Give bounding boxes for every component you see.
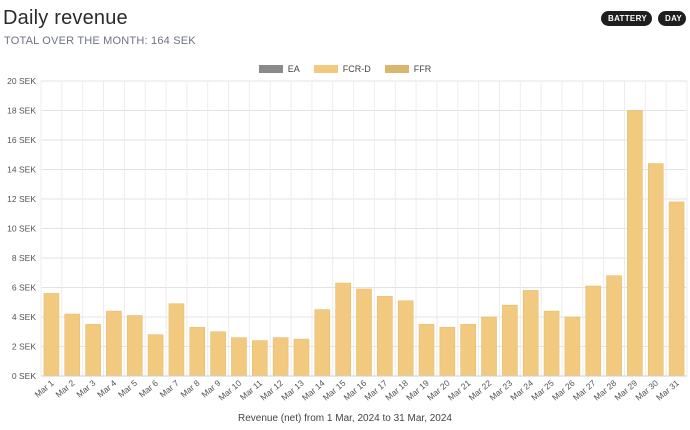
x-tick-label: Mar 1 (33, 378, 56, 400)
y-tick-label: 18 SEK (7, 106, 36, 116)
x-tick-label: Mar 8 (178, 378, 201, 400)
x-tick-label: Mar 3 (74, 378, 97, 400)
x-tick-label: Mar 2 (53, 378, 76, 400)
bar (585, 285, 602, 377)
legend-label-ffr: FFR (413, 64, 432, 74)
x-tick-label: Mar 6 (137, 378, 160, 400)
bar (85, 324, 101, 377)
bar (606, 275, 622, 377)
bar (647, 163, 664, 377)
y-tick-label: 0 SEK (12, 371, 36, 381)
y-tick-label: 12 SEK (7, 194, 36, 204)
bar (522, 290, 539, 377)
bar (502, 304, 518, 377)
bar (64, 313, 81, 377)
y-tick-label: 4 SEK (12, 312, 36, 322)
bar (168, 303, 185, 377)
y-tick-label: 8 SEK (12, 253, 36, 263)
bar (293, 338, 310, 377)
y-tick-label: 6 SEK (12, 283, 36, 293)
bar (418, 324, 435, 377)
bar (126, 315, 143, 377)
bar (231, 337, 247, 377)
bar (314, 309, 331, 377)
bar (564, 316, 581, 377)
bar (439, 327, 456, 377)
bar (627, 110, 643, 377)
x-tick-label: Mar 31 (654, 378, 681, 403)
x-tick-label: Mar 10 (217, 378, 244, 403)
bar (335, 282, 351, 377)
bar (147, 334, 164, 377)
bar (252, 340, 268, 377)
bar (668, 201, 685, 377)
x-tick-label: Mar 4 (95, 378, 118, 400)
bar (460, 324, 476, 377)
legend-label-ea: EA (287, 64, 300, 74)
y-tick-label: 14 SEK (7, 165, 36, 175)
chart-caption: Revenue (net) from 1 Mar, 2024 to 31 Mar… (237, 413, 452, 424)
bar (543, 310, 560, 377)
battery-button[interactable]: BATTERY (601, 11, 652, 26)
bar (481, 316, 497, 377)
legend-item-ea[interactable]: EA (258, 64, 300, 74)
day-button[interactable]: DAY (658, 11, 686, 26)
page-title: Daily revenue (3, 7, 128, 29)
bar (397, 300, 414, 377)
x-tick-label: Mar 7 (158, 378, 181, 400)
legend-item-fcr-d[interactable]: FCR-D (313, 64, 371, 74)
legend-swatch-ea (258, 65, 283, 73)
monthly-total: TOTAL OVER THE MONTH: 164 SEK (4, 35, 196, 47)
chart-legend: EA FCR-D FFR (0, 64, 690, 74)
bar (210, 331, 226, 377)
x-tick-label: Mar 5 (116, 378, 139, 400)
legend-item-ffr[interactable]: FFR (384, 64, 432, 74)
y-tick-label: 20 SEK (7, 76, 36, 86)
view-toggle: BATTERY DAY (601, 11, 686, 26)
y-tick-label: 2 SEK (12, 342, 36, 352)
y-tick-label: 10 SEK (7, 224, 36, 234)
bar (356, 288, 372, 377)
legend-swatch-ffr (384, 65, 409, 73)
bar (43, 293, 60, 377)
y-tick-label: 16 SEK (7, 135, 36, 145)
bar (377, 296, 393, 377)
bar (272, 337, 289, 377)
bar (106, 310, 122, 377)
legend-label-fcr-d: FCR-D (342, 64, 371, 74)
legend-swatch-fcr-d (313, 65, 338, 73)
bar (189, 327, 206, 377)
